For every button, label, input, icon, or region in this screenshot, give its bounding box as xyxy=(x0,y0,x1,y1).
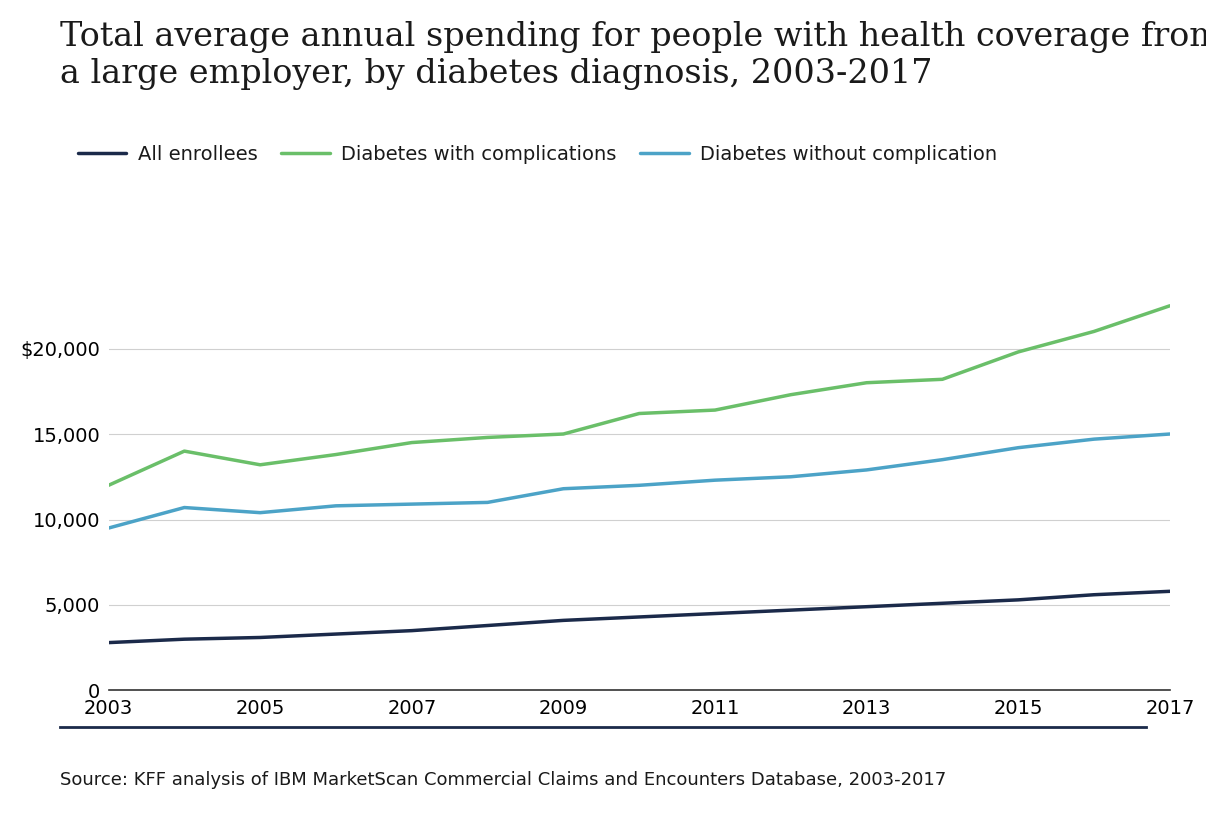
Diabetes with complications xyxy=(177,446,192,456)
Diabetes with complications xyxy=(480,432,494,442)
Diabetes without complication xyxy=(253,508,268,518)
Diabetes with complications xyxy=(632,409,646,418)
Diabetes without complication xyxy=(404,499,418,509)
Line: Diabetes with complications: Diabetes with complications xyxy=(109,306,1170,485)
Diabetes without complication xyxy=(329,501,344,510)
All enrollees xyxy=(1087,590,1101,600)
Diabetes without complication xyxy=(1011,443,1025,453)
All enrollees xyxy=(329,629,344,639)
Text: Source: KFF analysis of IBM MarketScan Commercial Claims and Encounters Database: Source: KFF analysis of IBM MarketScan C… xyxy=(60,771,947,789)
Diabetes with complications xyxy=(708,405,722,415)
Diabetes without complication xyxy=(632,480,646,490)
All enrollees xyxy=(253,633,268,643)
Diabetes with complications xyxy=(1087,326,1101,336)
All enrollees xyxy=(708,608,722,618)
Diabetes without complication xyxy=(556,484,570,494)
Diabetes with complications xyxy=(935,374,949,384)
All enrollees xyxy=(935,598,949,608)
All enrollees xyxy=(1011,595,1025,605)
Diabetes with complications xyxy=(860,378,874,388)
Diabetes without complication xyxy=(101,523,116,533)
All enrollees xyxy=(1163,586,1177,596)
Diabetes without complication xyxy=(708,475,722,485)
Diabetes with complications xyxy=(784,390,798,399)
Diabetes with complications xyxy=(101,480,116,490)
Diabetes with complications xyxy=(1163,301,1177,311)
Diabetes with complications xyxy=(556,429,570,439)
All enrollees xyxy=(860,602,874,612)
Diabetes with complications xyxy=(329,450,344,459)
Text: a large employer, by diabetes diagnosis, 2003-2017: a large employer, by diabetes diagnosis,… xyxy=(60,58,932,90)
All enrollees xyxy=(784,605,798,615)
All enrollees xyxy=(556,616,570,626)
Line: Diabetes without complication: Diabetes without complication xyxy=(109,434,1170,528)
Diabetes without complication xyxy=(935,455,949,464)
Diabetes without complication xyxy=(1163,429,1177,439)
All enrollees xyxy=(101,638,116,648)
All enrollees xyxy=(404,626,418,635)
Diabetes without complication xyxy=(480,497,494,507)
All enrollees xyxy=(177,635,192,644)
Diabetes without complication xyxy=(784,472,798,482)
Diabetes with complications xyxy=(404,437,418,447)
Diabetes with complications xyxy=(1011,347,1025,357)
All enrollees xyxy=(480,621,494,630)
Line: All enrollees: All enrollees xyxy=(109,591,1170,643)
Legend: All enrollees, Diabetes with complications, Diabetes without complication: All enrollees, Diabetes with complicatio… xyxy=(70,137,1006,172)
Diabetes with complications xyxy=(253,459,268,469)
Diabetes without complication xyxy=(1087,434,1101,444)
Diabetes without complication xyxy=(177,502,192,512)
Text: Total average annual spending for people with health coverage from: Total average annual spending for people… xyxy=(60,21,1206,53)
All enrollees xyxy=(632,612,646,622)
Diabetes without complication xyxy=(860,465,874,475)
